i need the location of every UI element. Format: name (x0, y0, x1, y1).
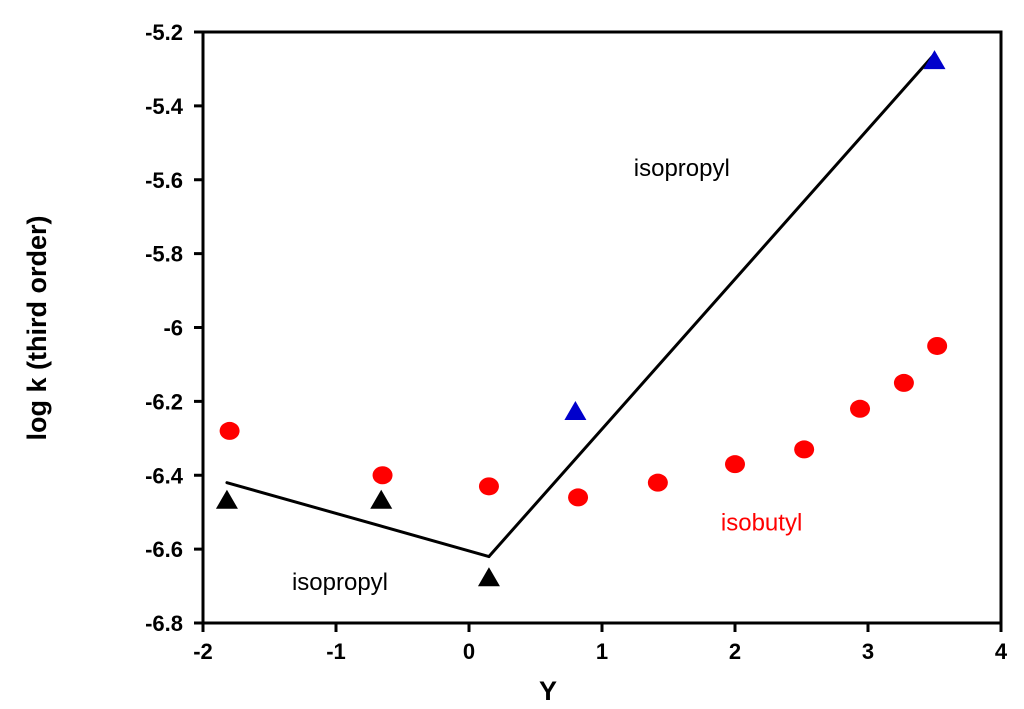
y-tick-label: -6.8 (145, 611, 183, 636)
annotation-label: isopropyl (292, 569, 388, 596)
circle-marker (478, 477, 499, 496)
circle-marker (219, 421, 240, 440)
x-tick-label: 0 (463, 639, 475, 664)
x-tick-label: 1 (596, 639, 608, 664)
circle-marker (927, 336, 948, 355)
fit-lines (225, 52, 936, 559)
circle-marker (893, 373, 914, 392)
y-tick-label: -5.8 (145, 242, 183, 267)
triangle-marker (215, 489, 238, 509)
triangle-marker (564, 401, 587, 421)
x-tick-label: -2 (193, 639, 213, 664)
y-tick-label: -5.6 (145, 168, 183, 193)
x-tick-label: 2 (729, 639, 741, 664)
y-tick-label: -5.2 (145, 20, 183, 45)
y-tick-label: -5.4 (145, 94, 184, 119)
circle-marker (725, 455, 745, 474)
x-tick-label: 4 (995, 639, 1008, 664)
circle-marker (568, 488, 589, 507)
triangle-marker (923, 50, 946, 70)
x-tick-label: -1 (326, 639, 346, 664)
y-tick-label: -6.2 (145, 389, 183, 414)
triangle-marker (477, 567, 500, 587)
circle-marker (794, 440, 815, 459)
circle-marker (850, 399, 871, 418)
plot-frame (201, 30, 1003, 625)
x-axis-title: Y (539, 676, 557, 706)
y-tick-label: -6 (163, 316, 183, 341)
y-tick-label: -6.6 (145, 537, 183, 562)
annotation-label: isobutyl (721, 510, 802, 537)
fit-line (487, 52, 936, 559)
axis-ticks: -2 -1 0 1 2 3 4 -5.2 -5.4 -5.6 -5.8 -6 -6.2 -6.4 -6.6 -… (145, 20, 1008, 664)
y-tick-label: -6.4 (145, 463, 184, 488)
circle-marker (647, 473, 668, 492)
fit-line (225, 481, 491, 559)
x-tick-label: 3 (862, 639, 874, 664)
annotations: isopropyl isopropyl isobutyl (292, 155, 802, 596)
data-points (215, 50, 948, 587)
annotation-label: isopropyl (634, 155, 730, 182)
y-axis-title: log k (third order) (22, 216, 52, 441)
circle-marker (372, 466, 393, 485)
triangle-marker (370, 489, 393, 509)
